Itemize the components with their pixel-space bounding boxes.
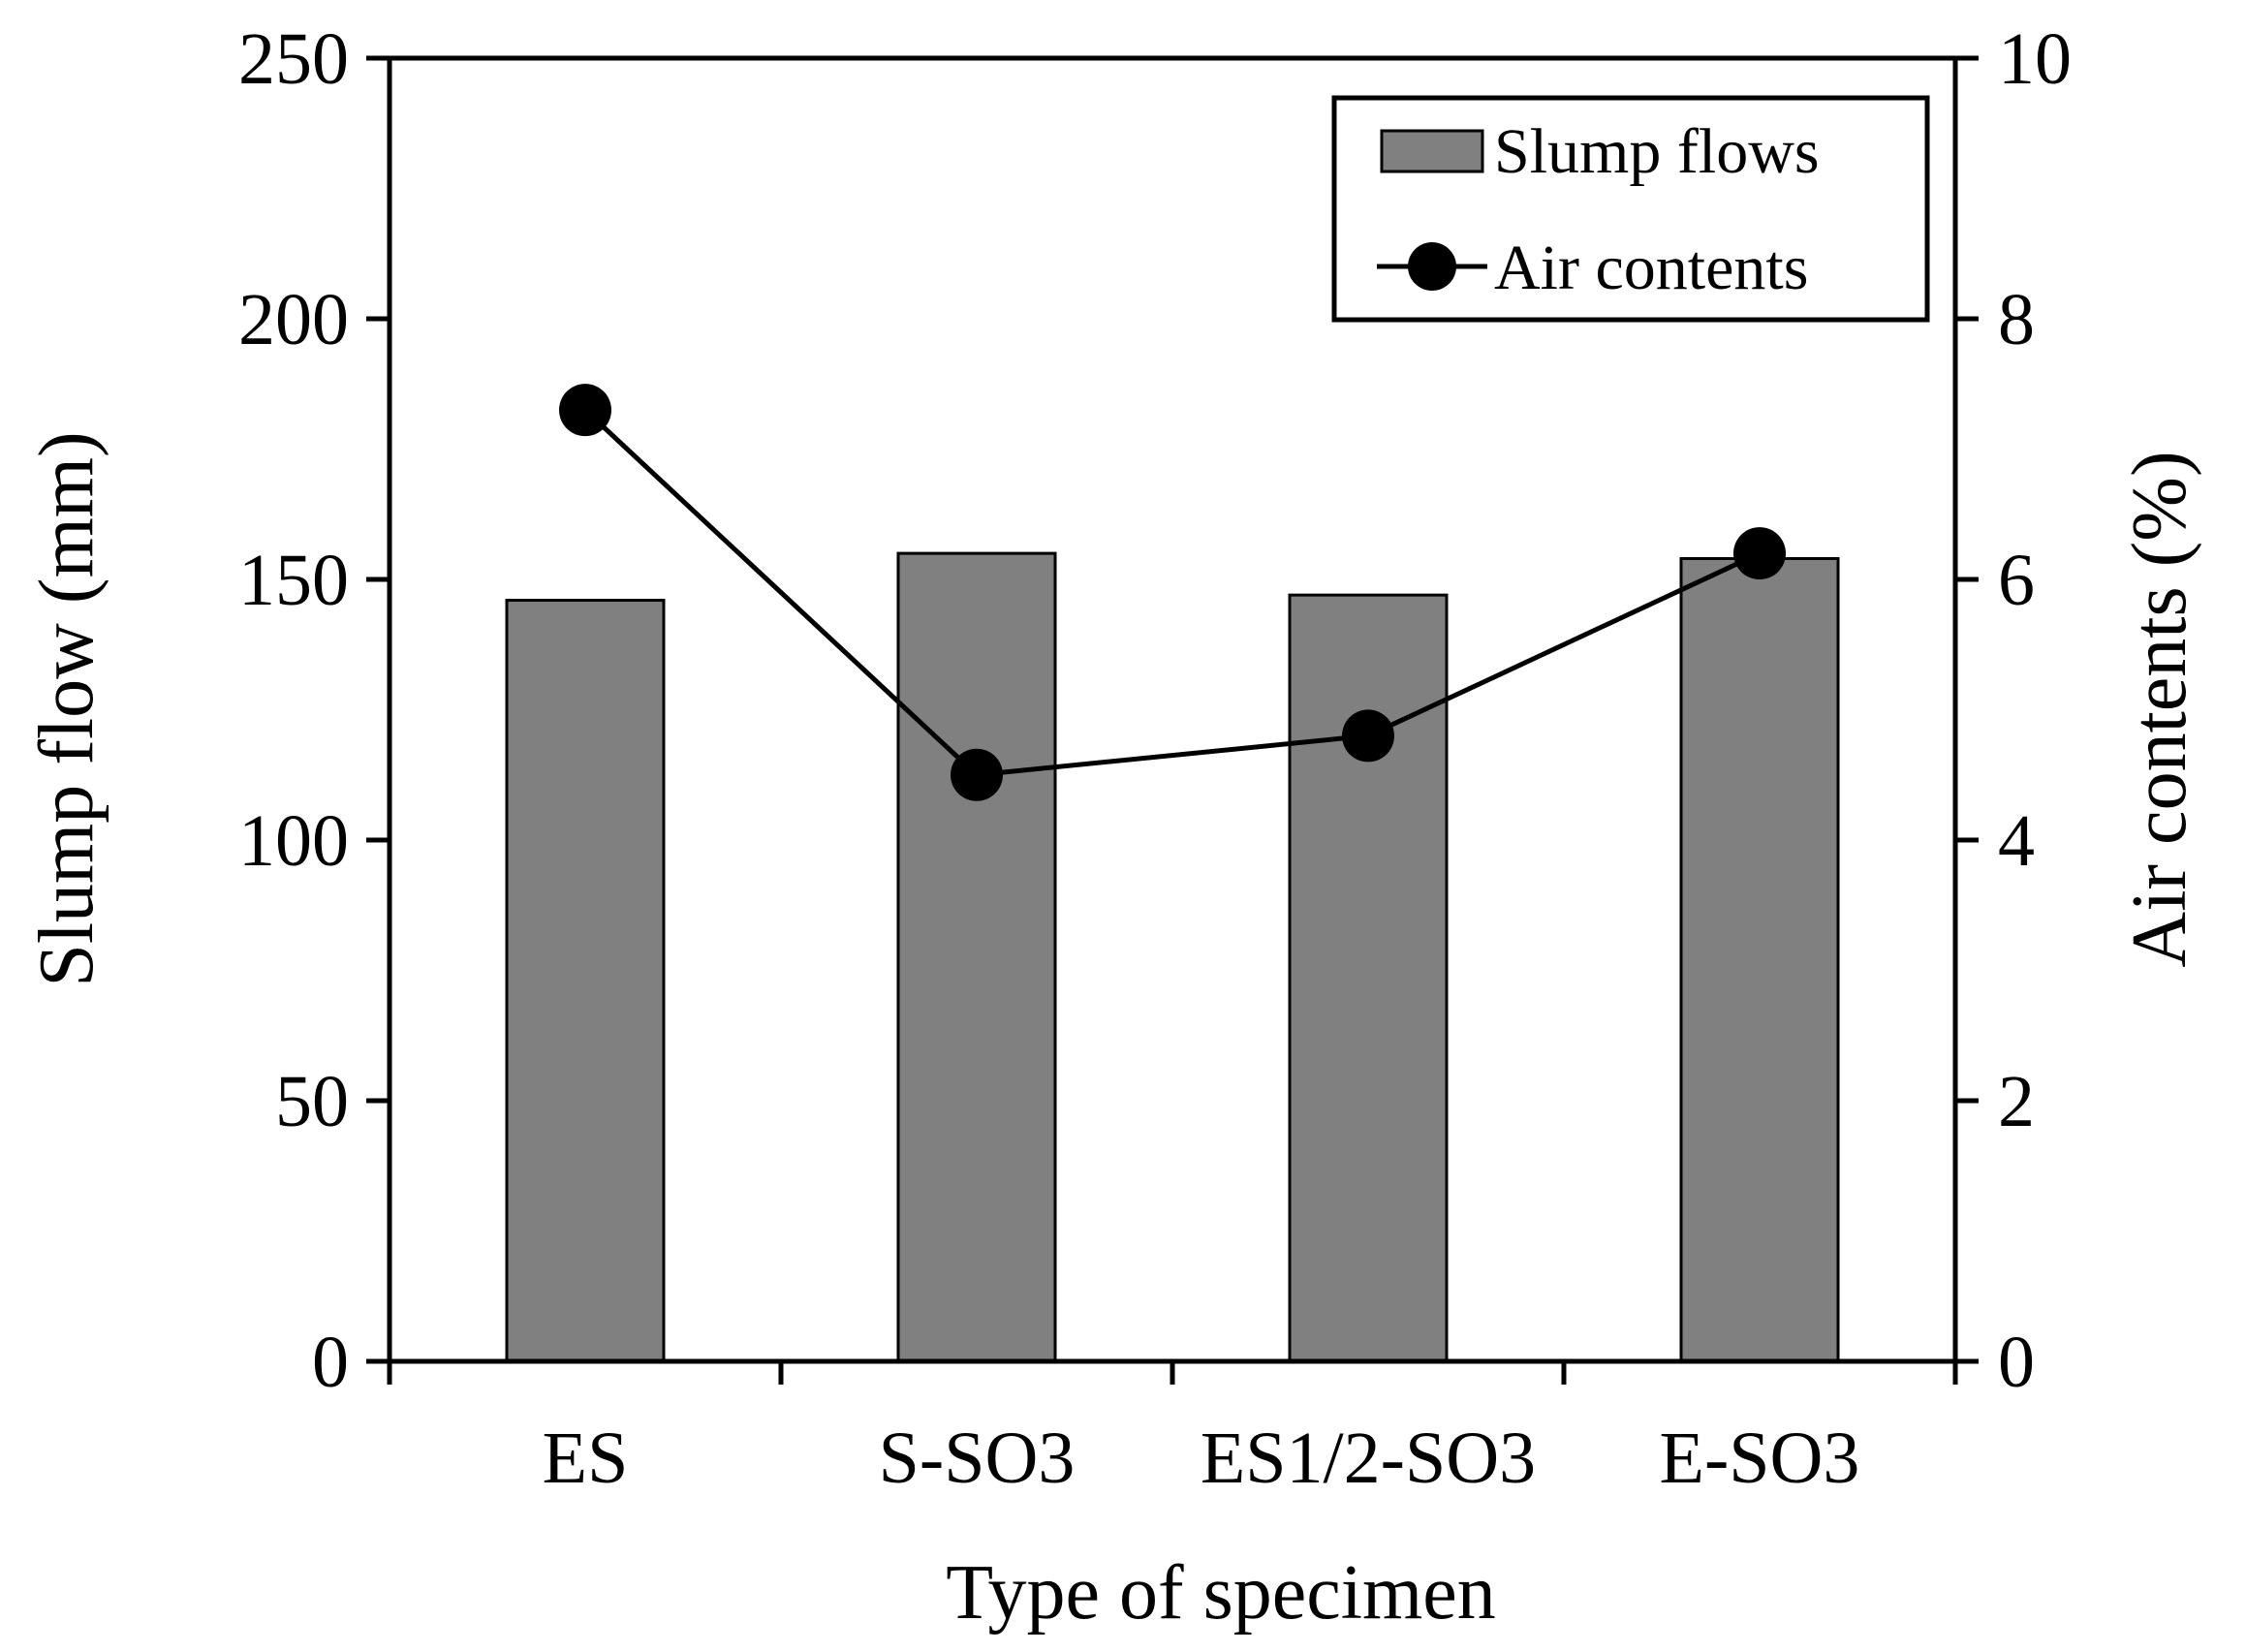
air-contents-line (583, 408, 1762, 778)
y2-tick-label: 0 (1998, 1322, 2035, 1403)
air-contents-line-layer (559, 384, 1786, 801)
bar-s-so3 (896, 551, 1057, 1363)
y-tick-label: 0 (312, 1322, 349, 1403)
x-tick-label: ES1/2-SO3 (1201, 1418, 1536, 1499)
air-contents-point-e-so3 (1733, 527, 1786, 580)
y2-tick-label: 6 (1998, 540, 2035, 621)
y-tick-label: 100 (238, 800, 349, 882)
ticks-layer: 0 50 100 150 200 250 0 2 4 6 8 10 ES S-SO3 ES1/2-SO3 E-… (238, 18, 2072, 1499)
legend-marker-swatch (1408, 242, 1456, 291)
legend-bar-swatch (1380, 129, 1484, 173)
legend-label-air-contents: Air contents (1494, 233, 1808, 303)
y-tick-label: 200 (238, 279, 349, 360)
x-tick-label: E-SO3 (1660, 1418, 1860, 1499)
legend-label-slump-flows: Slump flows (1494, 116, 1820, 187)
x-tick-label: S-SO3 (879, 1418, 1076, 1499)
y2-tick-label: 2 (1998, 1061, 2035, 1142)
bar-e-so3 (1679, 556, 1840, 1363)
air-contents-point-s-so3 (951, 748, 1003, 801)
bar-es (505, 599, 666, 1363)
y2-tick-label: 4 (1998, 800, 2035, 882)
y2-tick-label: 10 (1998, 18, 2072, 100)
y2-tick-label: 8 (1998, 279, 2035, 360)
y-tick-label: 50 (275, 1061, 349, 1142)
y-tick-label: 150 (238, 540, 349, 621)
x-axis-title: Type of specimen (946, 1550, 1496, 1636)
x-tick-label: ES (543, 1418, 629, 1499)
legend: Slump flows Air contents (1331, 95, 1930, 323)
y-tick-label: 250 (238, 18, 349, 100)
y-axis-title: Slump flow (mm) (24, 431, 109, 986)
air-contents-point-es1-2-so3 (1342, 709, 1394, 763)
y2-axis-title: Air contents (%) (2117, 451, 2202, 967)
air-contents-point-es (559, 384, 611, 437)
